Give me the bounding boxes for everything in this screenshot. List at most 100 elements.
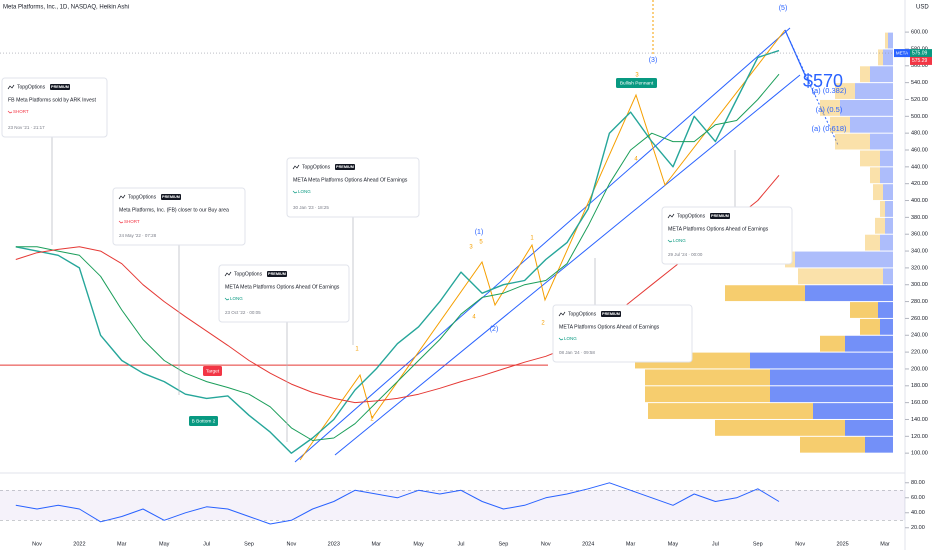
- annotation: (a) (0.618): [811, 124, 847, 133]
- y-tick-label: 520.00: [911, 97, 928, 103]
- idea-card: [552, 304, 693, 363]
- symbol-tag-label: META: [896, 50, 908, 55]
- volume-up: [750, 352, 893, 369]
- volume-up: [880, 150, 893, 167]
- idea-badge: PREMIUM: [336, 165, 354, 169]
- idea-side: SHORT: [124, 219, 140, 224]
- x-tick-label: Mar: [117, 541, 127, 547]
- y-tick-label: 40.00: [911, 510, 925, 516]
- volume-down: [830, 116, 850, 133]
- volume-down: [875, 217, 885, 234]
- label-box: [203, 366, 222, 376]
- y-tick-label: 360.00: [911, 232, 928, 238]
- moving-average: [15, 73, 780, 441]
- channel-line: [334, 74, 801, 456]
- volume-up: [845, 335, 893, 352]
- idea-badge: PREMIUM: [711, 214, 729, 218]
- y-tick-label: 300.00: [911, 282, 928, 288]
- volume-up: [878, 302, 893, 318]
- label-box: [189, 416, 218, 426]
- volume-down: [800, 436, 865, 453]
- y-tick-label: 500.00: [911, 114, 928, 120]
- x-tick-label: 2025: [836, 541, 848, 547]
- author-icon: [667, 213, 675, 219]
- idea-date: 23 Oct '22 · 00:05: [225, 310, 261, 315]
- label-text: Bullish Pennant: [620, 80, 654, 86]
- annotation: 2: [541, 321, 545, 327]
- label-box: [616, 78, 657, 88]
- idea-side: SHORT: [13, 109, 29, 114]
- volume-up: [883, 268, 893, 285]
- idea-author: TopgOptions: [128, 194, 157, 200]
- volume-down: [873, 184, 883, 201]
- y-tick-label: 440.00: [911, 164, 928, 170]
- volume-up: [770, 369, 893, 386]
- side-icon: [118, 220, 124, 224]
- idea-badge: PREMIUM: [162, 195, 180, 199]
- idea-author: TopgOptions: [302, 164, 331, 170]
- volume-up: [840, 99, 893, 116]
- author-icon: [292, 164, 300, 170]
- y-tick-label: 240.00: [911, 333, 928, 339]
- volume-up: [880, 234, 893, 251]
- idea-side: LONG: [298, 189, 311, 194]
- annotation: (a) (0.5): [816, 105, 843, 114]
- x-tick-label: Sep: [753, 541, 763, 547]
- volume-down: [835, 133, 870, 150]
- price-tag: [910, 56, 932, 65]
- x-tick-label: May: [413, 541, 424, 547]
- fib-line: [784, 29, 806, 76]
- volume-down: [715, 419, 845, 436]
- y-tick-label: 400.00: [911, 198, 928, 204]
- idea-card: [286, 157, 420, 218]
- idea-date: 08 Jan '24 · 09:58: [559, 350, 595, 355]
- y-tick-label: 420.00: [911, 181, 928, 187]
- side-icon: [667, 239, 673, 243]
- idea-card: [218, 264, 350, 323]
- volume-down: [820, 335, 845, 352]
- y-tick-label: 600.00: [911, 30, 928, 36]
- y-tick-label: 80.00: [911, 480, 925, 486]
- y-tick-label: 100.00: [911, 451, 928, 457]
- idea-side: LONG: [564, 336, 577, 341]
- x-tick-label: Jul: [712, 541, 719, 547]
- annotation: (a) (0.382): [811, 86, 847, 95]
- y-tick-label: 220.00: [911, 350, 928, 356]
- annotation: 4: [634, 157, 638, 163]
- x-tick-label: Nov: [795, 541, 805, 547]
- y-tick-label: 320.00: [911, 265, 928, 271]
- idea-date: 23 Nov '21 · 21:17: [8, 125, 45, 130]
- idea-title: Meta Platforms, Inc. (FB) closer to our …: [119, 207, 229, 213]
- volume-down: [725, 285, 805, 302]
- idea-card: [1, 77, 108, 138]
- idea-date: 24 May '22 · 07:28: [119, 233, 157, 238]
- idea-author: TopgOptions: [677, 213, 706, 219]
- volume-up: [885, 201, 893, 217]
- currency: USD: [916, 5, 929, 11]
- x-tick-label: Mar: [371, 541, 381, 547]
- volume-up: [770, 386, 893, 403]
- volume-down: [860, 150, 880, 167]
- x-tick-label: 2022: [73, 541, 85, 547]
- volume-up: [845, 419, 893, 436]
- volume-down: [865, 234, 880, 251]
- idea-badge: PREMIUM: [51, 85, 69, 89]
- rsi-line: [15, 482, 780, 525]
- badge-box: [710, 213, 730, 219]
- idea-title: META Platforms Options Ahead of Earnings: [559, 324, 660, 330]
- header-title: Meta Platforms, Inc., 1D, NASDAQ, Heikin…: [3, 5, 129, 11]
- author-icon: [7, 84, 15, 90]
- price-tag: [910, 49, 932, 58]
- idea-side: LONG: [673, 238, 686, 243]
- badge-box: [601, 311, 621, 317]
- x-tick-label: Mar: [880, 541, 890, 547]
- volume-down: [870, 167, 880, 184]
- x-tick-label: 2024: [582, 541, 594, 547]
- annotation: 1: [355, 347, 359, 353]
- x-tick-label: Nov: [541, 541, 551, 547]
- x-tick-label: Jul: [457, 541, 464, 547]
- idea-card: [661, 206, 793, 265]
- annotation: (5): [779, 5, 788, 12]
- idea-title: META Platforms Options Ahead of Earnings: [668, 226, 769, 232]
- idea-author: TopgOptions: [568, 311, 597, 317]
